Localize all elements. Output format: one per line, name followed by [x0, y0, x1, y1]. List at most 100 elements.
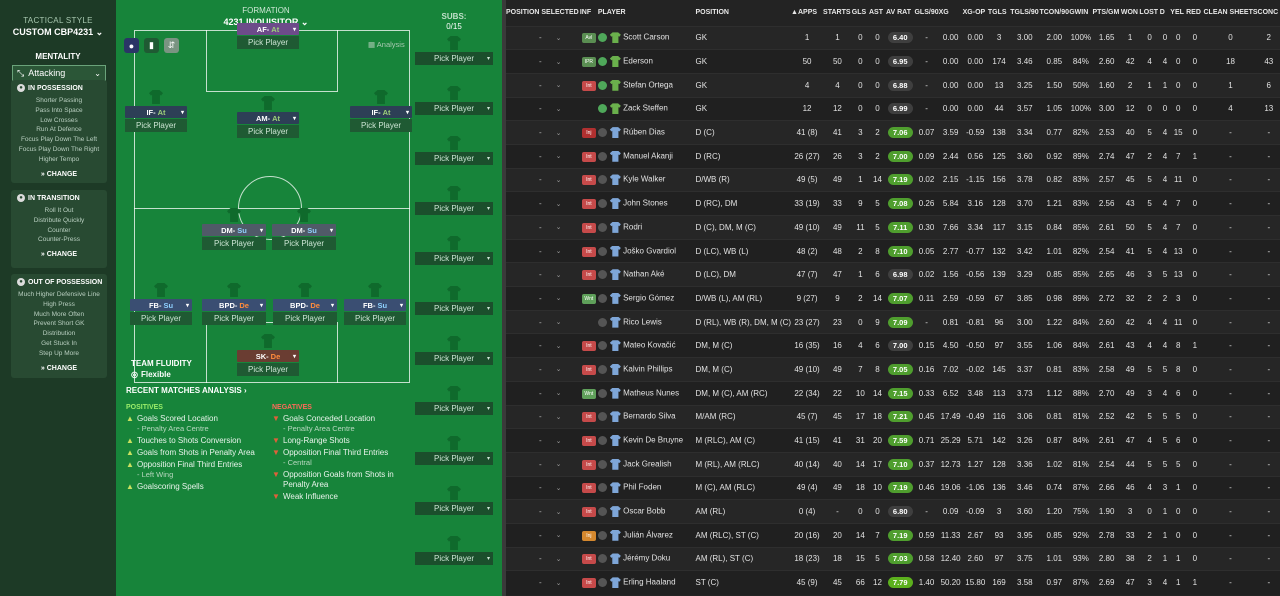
table-row[interactable]: - ⌄ IPR Ederson GK 50 50 0 0 6.95-0.00 0.00 174 3.4… — [506, 49, 1280, 74]
position-select-dropdown[interactable]: - ⌄ — [506, 365, 562, 374]
col-header[interactable]: POSITION — [695, 9, 729, 17]
player-name-link[interactable]: Rúben Dias — [623, 127, 665, 137]
table-row[interactable]: - ⌄ Wnt Sergio Gómez D/WB (L), AM (RL) 9 (27… — [506, 286, 1280, 311]
pick-player-dropdown[interactable]: Pick Player ▾ — [415, 152, 493, 165]
position-select-dropdown[interactable]: - ⌄ — [506, 270, 562, 279]
player-name-link[interactable]: Jérémy Doku — [623, 554, 671, 564]
position-select-dropdown[interactable]: - ⌄ — [506, 57, 562, 66]
position-select-dropdown[interactable]: - ⌄ — [506, 483, 562, 492]
pick-player-dropdown[interactable]: Pick Player ▾ — [415, 202, 493, 215]
pick-player-dropdown[interactable]: Pick Player ▾ — [415, 502, 493, 515]
pick-player-dropdown[interactable]: Pick Player ▾ — [415, 402, 493, 415]
player-cell[interactable]: Sergio Gómez — [597, 286, 696, 311]
position-selected-cell[interactable]: - ⌄ — [506, 238, 580, 263]
status-badge[interactable]: Int — [581, 459, 596, 470]
pick-player-dropdown[interactable]: Pick Player ▾ — [415, 252, 493, 265]
position-selected-cell[interactable]: - ⌄ — [506, 499, 580, 524]
status-badge[interactable]: Inj — [581, 128, 596, 139]
position-selected-cell[interactable]: - ⌄ — [506, 143, 580, 169]
player-name-link[interactable]: Matheus Nunes — [623, 388, 680, 398]
sub-slot[interactable]: Pick Player ▾ — [415, 286, 493, 315]
status-badge[interactable]: Inj — [581, 530, 596, 541]
position-select-dropdown[interactable]: - ⌄ — [506, 389, 562, 398]
col-header[interactable]: TGLS — [987, 9, 1007, 17]
position-select-dropdown[interactable]: - ⌄ — [506, 554, 562, 563]
player-cell[interactable]: Phil Foden — [597, 475, 696, 500]
change-in-possession-button[interactable]: » CHANGE — [13, 171, 105, 178]
player-name-link[interactable]: Stefan Ortega — [623, 80, 673, 90]
position-select-dropdown[interactable]: - ⌄ — [506, 507, 562, 516]
col-header[interactable]: TGLS/90 — [1010, 9, 1039, 17]
position-select-dropdown[interactable]: - ⌄ — [506, 128, 562, 137]
position-selected-cell[interactable]: - ⌄ — [506, 215, 580, 240]
position-select-dropdown[interactable]: - ⌄ — [506, 460, 562, 469]
panel-divider[interactable] — [502, 0, 506, 596]
position-selected-cell[interactable]: - ⌄ — [506, 262, 580, 287]
table-row[interactable]: - ⌄ Int Nathan Aké D (LC), DM 47 (7) 47 1 6 6.98… — [506, 262, 1280, 287]
status-badge[interactable]: Wnt — [581, 293, 596, 304]
position-selected-cell[interactable]: - ⌄ — [506, 72, 580, 98]
change-out-of-possession-button[interactable]: » CHANGE — [13, 365, 105, 372]
table-row[interactable]: - ⌄ Int Phil Foden M (C), AM (RLC) 49 (4) 49 1… — [506, 475, 1280, 500]
col-header[interactable]: WON — [1120, 9, 1138, 17]
player-name-link[interactable]: Nathan Aké — [623, 269, 665, 279]
position-selected-cell[interactable]: - ⌄ — [506, 96, 580, 121]
player-cell[interactable]: Oscar Bobb — [597, 499, 696, 524]
col-header[interactable]: XG-OP — [962, 9, 986, 17]
position-selected-cell[interactable]: - ⌄ — [506, 546, 580, 571]
pick-player-dropdown[interactable]: Pick Player — [237, 36, 299, 49]
position-selected-cell[interactable]: - ⌄ — [506, 191, 580, 216]
table-row[interactable]: - ⌄ Int Jérémy Doku AM (RL), ST (C) 18 (23) 1… — [506, 546, 1280, 571]
position-slot-sk[interactable]: SK - De ▾ Pick Player — [237, 334, 299, 376]
pick-player-dropdown[interactable]: Pick Player — [272, 237, 336, 250]
table-row[interactable]: - ⌄ Int Kalvin Phillips DM, M (C) 49 (10) 49 7… — [506, 357, 1280, 382]
table-row[interactable]: - ⌄ Int Rodri D (C), DM, M (C) 49 (10) 49 11 5 7… — [506, 215, 1280, 240]
player-view-button[interactable]: ● — [124, 38, 139, 53]
status-badge[interactable]: Int — [581, 270, 596, 281]
player-cell[interactable]: Jack Grealish — [597, 451, 696, 477]
recent-matches-link[interactable]: RECENT MATCHES ANALYSIS › — [126, 386, 416, 395]
player-name-link[interactable]: Kevin De Bruyne — [623, 435, 684, 445]
status-badge[interactable]: Int — [581, 246, 596, 257]
table-row[interactable]: - ⌄ Int John Stones D (RC), DM 33 (19) 33 9 5 7.… — [506, 191, 1280, 216]
position-select-dropdown[interactable]: - ⌄ — [506, 294, 562, 303]
pick-player-dropdown[interactable]: Pick Player ▾ — [415, 52, 493, 65]
pick-player-dropdown[interactable]: Pick Player — [202, 312, 266, 325]
player-name-link[interactable]: Ederson — [623, 56, 653, 66]
status-badge[interactable]: Int — [581, 507, 596, 518]
player-name-link[interactable]: Jack Grealish — [623, 459, 672, 469]
player-cell[interactable]: Julián Álvarez — [597, 522, 696, 548]
pick-player-dropdown[interactable]: Pick Player ▾ — [415, 552, 493, 565]
status-badge[interactable]: Wnt — [581, 388, 596, 399]
col-header[interactable]: XG — [938, 9, 949, 17]
position-selected-cell[interactable]: - ⌄ — [506, 380, 580, 405]
position-selected-cell[interactable]: - ⌄ — [506, 570, 580, 595]
player-cell[interactable]: Manuel Akanji — [597, 143, 696, 169]
sub-slot[interactable]: Pick Player ▾ — [415, 386, 493, 415]
col-header-sorted[interactable]: ▲APPS — [791, 0, 823, 26]
player-name-link[interactable]: Julián Álvarez — [623, 530, 673, 540]
sub-slot[interactable]: Pick Player ▾ — [415, 236, 493, 265]
col-header[interactable]: RED — [1186, 9, 1201, 17]
position-select-dropdown[interactable]: - ⌄ — [506, 223, 562, 232]
table-row[interactable]: - ⌄ Int Bernardo Silva M/AM (RC) 45 (7) 45 17 1… — [506, 404, 1280, 429]
table-row[interactable]: - ⌄ Wnt Matheus Nunes DM, M (C), AM (RC) 22 … — [506, 380, 1280, 405]
position-slot-am[interactable]: AM - At ▾ Pick Player — [237, 96, 299, 138]
position-select-dropdown[interactable]: - ⌄ — [506, 578, 562, 587]
sub-slot[interactable]: Pick Player ▾ — [415, 436, 493, 465]
player-cell[interactable]: Ederson — [597, 49, 696, 74]
position-selected-cell[interactable]: - ⌄ — [506, 309, 580, 334]
status-badge[interactable]: IPR — [581, 57, 596, 68]
status-badge[interactable]: Int — [581, 554, 596, 565]
pick-player-dropdown[interactable]: Pick Player — [202, 237, 266, 250]
col-header[interactable]: PTS/GM — [1092, 9, 1120, 17]
col-header[interactable]: GWIN — [1069, 9, 1089, 17]
status-badge[interactable]: Int — [581, 151, 596, 162]
player-cell[interactable]: Jérémy Doku — [597, 546, 696, 571]
position-selected-cell[interactable]: - ⌄ — [506, 120, 580, 145]
position-slot-fb-left[interactable]: FB - Su ▾ Pick Player — [130, 283, 192, 325]
mentality-dropdown[interactable]: ⤡ Attacking ⌄ — [12, 65, 106, 81]
pick-player-dropdown[interactable]: Pick Player ▾ — [415, 452, 493, 465]
player-cell[interactable]: Rodri — [597, 215, 696, 240]
player-name-link[interactable]: Rodri — [623, 222, 643, 232]
